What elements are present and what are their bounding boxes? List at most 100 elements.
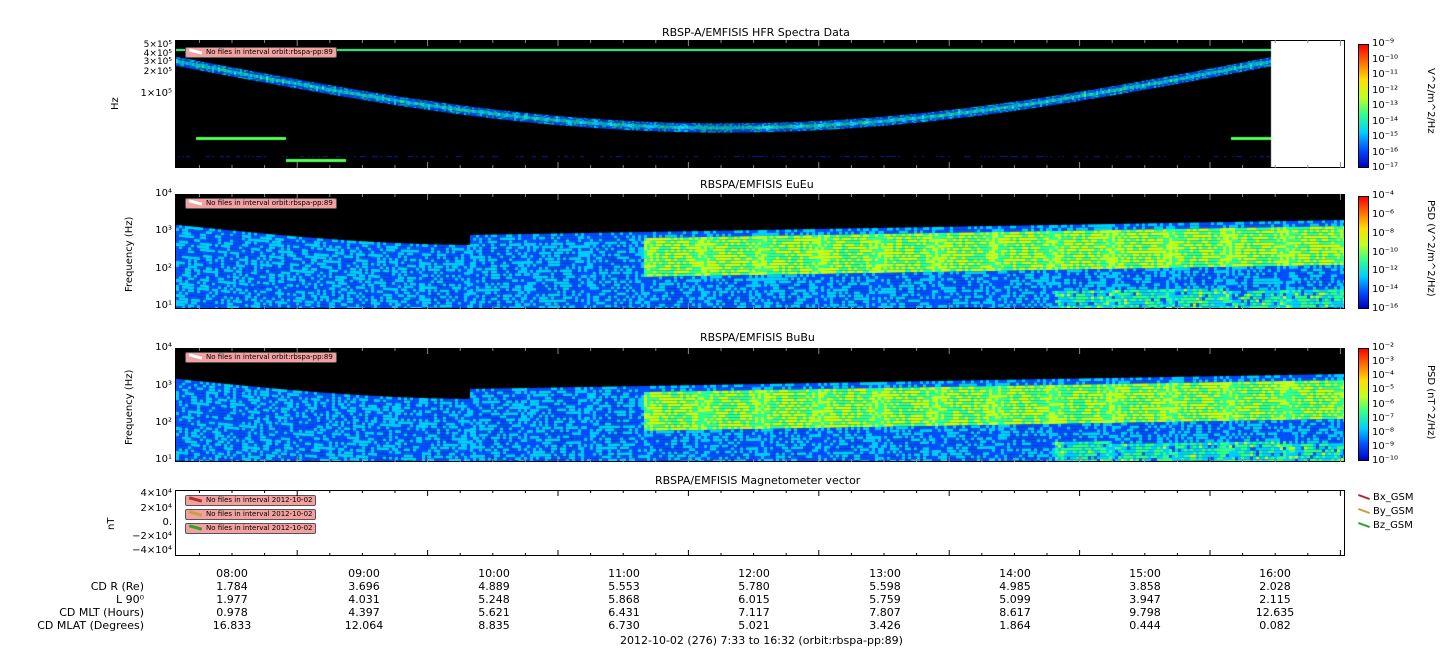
eueu-ytick: 10¹ (155, 300, 172, 311)
ephemeris-value: 0.082 (1259, 619, 1291, 632)
colorbar-tick: 10⁻⁷ (1372, 412, 1395, 424)
colorbar-tick: 10⁻¹¹ (1372, 69, 1399, 80)
x-tick-label: 14:00 (999, 567, 1031, 580)
hfr-colorbar (1358, 44, 1369, 168)
x-tick-label: 10:00 (478, 567, 510, 580)
eueu-notice: No files in interval orbit:rbspa-pp:89 (185, 198, 337, 209)
ephemeris-value: 2.115 (1259, 593, 1291, 606)
ephemeris-value: 5.598 (869, 580, 901, 593)
x-tick-label: 16:00 (1259, 567, 1291, 580)
ephemeris-value: 7.807 (869, 606, 901, 619)
mag-title: RBSPA/EMFISIS Magnetometer vector (655, 474, 861, 487)
colorbar-tick: 10⁻⁹ (1372, 440, 1395, 452)
hfr-ytick: 4×10⁵ (143, 49, 172, 59)
x-tick-label: 13:00 (869, 567, 901, 580)
ephemeris-row-label: L 90⁰ (115, 593, 144, 606)
ephemeris-value: 5.021 (738, 619, 770, 632)
hfr-notice: No files in interval orbit:rbspa-pp:89 (185, 47, 337, 58)
ephemeris-row-label: CD MLAT (Degrees) (37, 619, 144, 632)
colorbar-tick: 10⁻¹⁴ (1372, 284, 1399, 296)
colorbar-tick: 10⁻¹² (1372, 265, 1399, 277)
ephemeris-value: 8.835 (478, 619, 510, 632)
colorbar-tick: 10⁻¹⁷ (1372, 162, 1399, 173)
eueu-colorbar (1358, 196, 1369, 309)
ephemeris-value: 5.780 (738, 580, 770, 593)
mag-ytick: 0. (162, 517, 172, 528)
bubu-ytick: 10⁴ (155, 342, 172, 353)
colorbar-tick: 10⁻⁴ (1372, 370, 1395, 382)
ephemeris-value: 7.117 (738, 606, 770, 619)
ephemeris-value: 5.099 (999, 593, 1031, 606)
ephemeris-value: 4.985 (999, 580, 1031, 593)
colorbar-tick: 10⁻⁶ (1372, 398, 1395, 410)
ephemeris-value: 3.947 (1129, 593, 1161, 606)
mag-ytick: −2×10⁴ (132, 531, 172, 542)
colorbar-tick: 10⁻¹⁰ (1372, 53, 1399, 65)
bubu-notice: No files in interval orbit:rbspa-pp:89 (185, 352, 337, 363)
ephemeris-value: 2.028 (1259, 580, 1291, 593)
ephemeris-value: 5.553 (608, 580, 640, 593)
footer-time-range: 2012-10-02 (276) 7:33 to 16:32 (orbit:rb… (620, 634, 903, 647)
ephemeris-value: 12.635 (1255, 606, 1295, 619)
colorbar-tick: 10⁻⁵ (1372, 384, 1395, 396)
x-tick-label: 12:00 (738, 567, 770, 580)
bubu-ytick: 10¹ (155, 454, 172, 465)
colorbar-tick: 10⁻² (1372, 342, 1395, 353)
spectrogram-image (176, 349, 1344, 461)
eueu-ytick: 10² (155, 263, 172, 274)
bubu-ytick: 10² (155, 417, 172, 428)
colorbar-tick: 10⁻³ (1372, 356, 1395, 368)
colorbar-tick: 10⁻¹⁶ (1372, 146, 1399, 158)
colorbar-tick: 10⁻¹⁴ (1372, 115, 1399, 127)
mag-plot (175, 490, 1345, 556)
eueu-title: RBSPA/EMFISIS EuEu (700, 178, 814, 191)
ephemeris-value: 4.397 (348, 606, 380, 619)
eueu-spectrogram (175, 194, 1345, 309)
ephemeris-value: 5.248 (478, 593, 510, 606)
mag-notice: No files in interval 2012-10-02 (185, 509, 317, 520)
ephemeris-value: 12.064 (344, 619, 384, 632)
bubu-ytick: 10³ (155, 380, 172, 391)
ephemeris-value: 3.426 (869, 619, 901, 632)
colorbar-tick: 10⁻¹⁰ (1372, 246, 1399, 258)
hfr-title: RBSP-A/EMFISIS HFR Spectra Data (662, 26, 850, 39)
x-tick-label: 15:00 (1129, 567, 1161, 580)
colorbar-tick: 10⁻⁴ (1372, 190, 1395, 201)
colorbar-tick: 10⁻¹⁵ (1372, 131, 1399, 142)
ephemeris-value: 3.696 (348, 580, 380, 593)
legend-by: By_GSM (1358, 506, 1414, 517)
legend-bx: Bx_GSM (1358, 492, 1414, 503)
ephemeris-value: 1.977 (216, 593, 248, 606)
x-tick-label: 09:00 (348, 567, 380, 580)
bubu-title: RBSPA/EMFISIS BuBu (700, 331, 815, 344)
ephemeris-row-label: CD R (Re) (90, 580, 144, 593)
ephemeris-value: 5.868 (608, 593, 640, 606)
colorbar-tick: 10⁻¹⁰ (1372, 455, 1399, 466)
ephemeris-value: 3.858 (1129, 580, 1161, 593)
ephemeris-value: 8.617 (999, 606, 1031, 619)
ephemeris-value: 6.730 (608, 619, 640, 632)
colorbar-tick: 10⁻¹³ (1372, 100, 1399, 111)
hfr-ytick: 5×10⁵ (143, 40, 172, 50)
ephemeris-value: 4.031 (348, 593, 380, 606)
hfr-spectrogram (175, 40, 1345, 168)
ephemeris-value: 5.759 (869, 593, 901, 606)
ephemeris-value: 5.621 (478, 606, 510, 619)
ephemeris-row-label: CD MLT (Hours) (59, 606, 144, 619)
ephemeris-value: 6.431 (608, 606, 640, 619)
ephemeris-value: 16.833 (212, 619, 252, 632)
colorbar-tick: 10⁻⁸ (1372, 227, 1395, 239)
colorbar-tick: 10⁻⁸ (1372, 426, 1395, 438)
hfr-ytick: 1×10⁵ (140, 88, 172, 99)
colorbar-tick: 10⁻¹⁶ (1372, 303, 1399, 314)
ephemeris-value: 6.015 (738, 593, 770, 606)
bubu-spectrogram (175, 348, 1345, 462)
spectrogram-image (176, 195, 1344, 308)
mag-ytick: 2×10⁴ (140, 503, 172, 514)
bubu-colorbar (1358, 348, 1369, 461)
colorbar-tick: 10⁻⁹ (1372, 38, 1395, 49)
mag-ytick: 4×10⁴ (140, 488, 172, 499)
legend-bz: Bz_GSM (1358, 520, 1413, 531)
ephemeris-value: 1.864 (999, 619, 1031, 632)
